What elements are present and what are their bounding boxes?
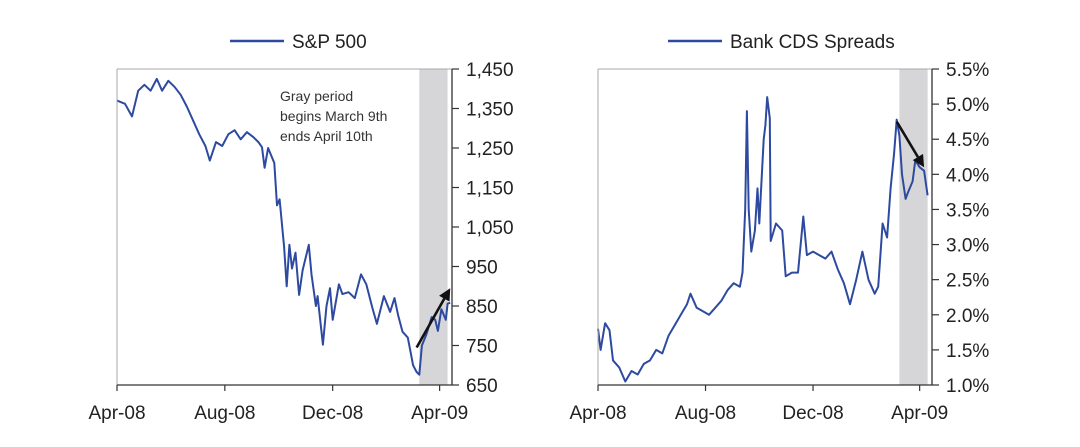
y-tick-label: 1,450 — [466, 60, 514, 81]
series-line — [597, 96, 929, 383]
x-tick-label: Apr-08 — [88, 403, 145, 424]
y-tick-label: 5.0% — [946, 95, 989, 116]
y-axis-ticks: 1,450 1,350 1,250 1,150 1,050 950 850 750 650 — [452, 60, 514, 397]
trend-arrow — [415, 288, 451, 349]
y-tick-label: 1,050 — [466, 218, 514, 239]
trend-arrow — [895, 120, 925, 168]
x-tick-label: Aug-08 — [675, 403, 736, 424]
y-tick-label: 1.5% — [946, 341, 989, 362]
arrow-shaft — [895, 120, 920, 158]
y-tick-label: 750 — [466, 337, 498, 358]
legend-label: Bank CDS Spreads — [730, 32, 895, 53]
y-tick-label: 4.0% — [946, 165, 989, 186]
y-tick-label: 2.0% — [946, 306, 989, 327]
x-axis-ticks: Apr-08 Aug-08 Dec-08 Apr-09 — [569, 385, 948, 424]
y-tick-label: 1,350 — [466, 100, 514, 121]
y-tick-label: 5.5% — [946, 60, 989, 81]
annotation-line: ends April 10th — [280, 128, 373, 144]
x-tick-label: Dec-08 — [782, 403, 843, 424]
legend-label: S&P 500 — [292, 32, 367, 53]
cds-chart: Bank CDS Spreads 5.5% 5.0% 4.5% 4.0% 3.5% 3.0… — [569, 32, 989, 424]
y-tick-label: 3.0% — [946, 236, 989, 257]
y-tick-label: 3.5% — [946, 200, 989, 221]
y-tick-label: 1.0% — [946, 376, 989, 397]
y-tick-label: 650 — [466, 376, 498, 397]
arrow-shaft — [415, 298, 446, 349]
sp500-chart: S&P 500 Gray period begins March 9th end… — [88, 32, 513, 424]
x-tick-label: Apr-09 — [891, 403, 948, 424]
y-tick-label: 1,150 — [466, 179, 514, 200]
annotation-line: Gray period — [280, 88, 353, 104]
x-tick-label: Apr-09 — [411, 403, 468, 424]
x-tick-label: Aug-08 — [194, 403, 255, 424]
legend: S&P 500 — [230, 32, 367, 53]
annotation-line: begins March 9th — [280, 108, 387, 124]
legend: Bank CDS Spreads — [668, 32, 895, 53]
y-tick-label: 1,250 — [466, 139, 514, 160]
x-tick-label: Dec-08 — [302, 403, 363, 424]
arrow-head — [912, 153, 925, 168]
x-axis-ticks: Apr-08 Aug-08 Dec-08 Apr-09 — [88, 385, 468, 424]
arrow-head — [439, 288, 451, 302]
y-tick-label: 950 — [466, 258, 498, 279]
y-tick-label: 850 — [466, 297, 498, 318]
y-tick-label: 4.5% — [946, 130, 989, 151]
shaded-period — [899, 69, 928, 385]
y-axis-ticks: 5.5% 5.0% 4.5% 4.0% 3.5% 3.0% 2.5% 2.0% 1.5% 1.0% — [932, 60, 989, 397]
y-tick-label: 2.5% — [946, 271, 989, 292]
series-line — [116, 77, 451, 376]
x-tick-label: Apr-08 — [569, 403, 626, 424]
